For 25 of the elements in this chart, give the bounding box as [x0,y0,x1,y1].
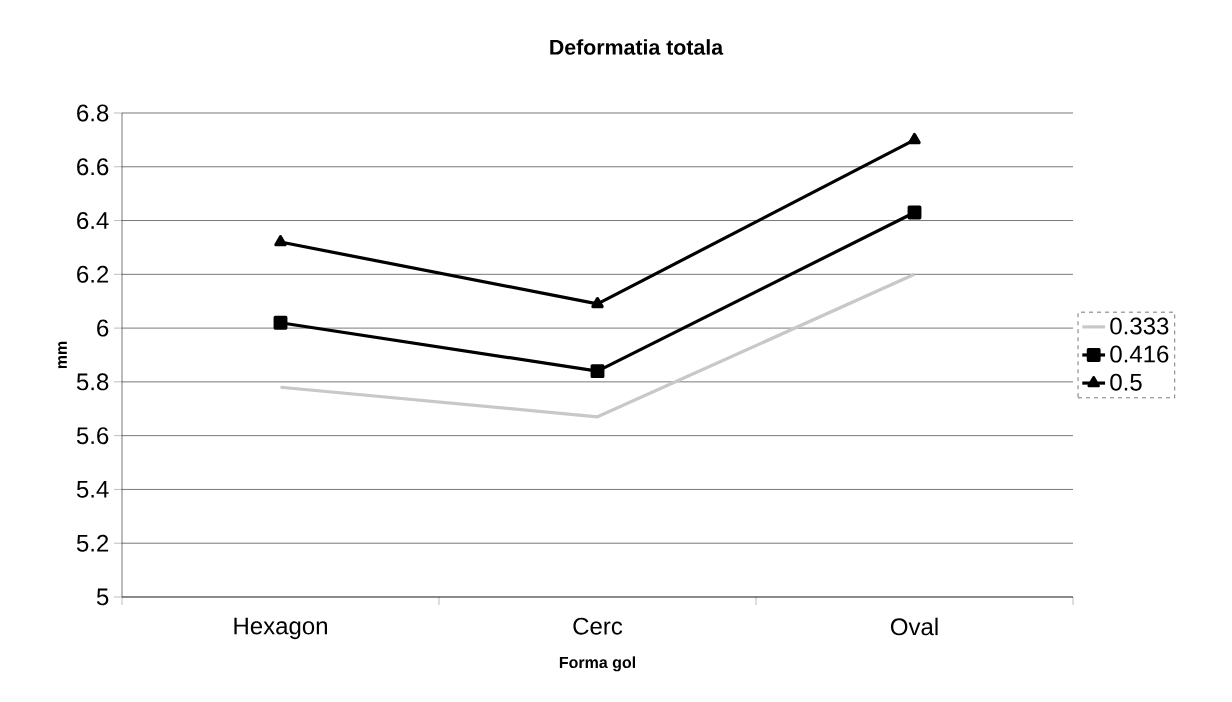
y-tick-label: 5 [96,588,109,606]
x-tick-label: Hexagon [234,617,327,640]
x-axis-title: Forma gol [559,656,636,672]
y-axis-title: mm [58,341,67,369]
legend-label: 0.5 [1110,373,1142,391]
y-tick-label: 6.8 [77,104,109,122]
point [273,315,288,330]
y-tick-label: 5.8 [76,373,109,391]
point [591,296,604,309]
x-tick-label: Oval [890,617,938,636]
y-tick-label: 5.6 [76,427,109,445]
legend-label: 0.416 [1110,345,1169,363]
y-tick-label: 6.2 [77,265,109,283]
y-tick-label: 6 [97,319,109,337]
y-tick-label: 6.6 [77,158,109,176]
x-tick-label: Cerc [573,617,623,635]
y-tick-label: 5.2 [76,534,109,552]
point [908,132,921,145]
y-tick-label: 5.4 [76,481,109,498]
point [274,235,287,247]
point [590,364,605,379]
chart-title: Deformatia totala [550,39,724,55]
point [907,205,922,220]
legend-label: 0.333 [1110,317,1169,335]
y-tick-label: 6.4 [77,212,109,230]
